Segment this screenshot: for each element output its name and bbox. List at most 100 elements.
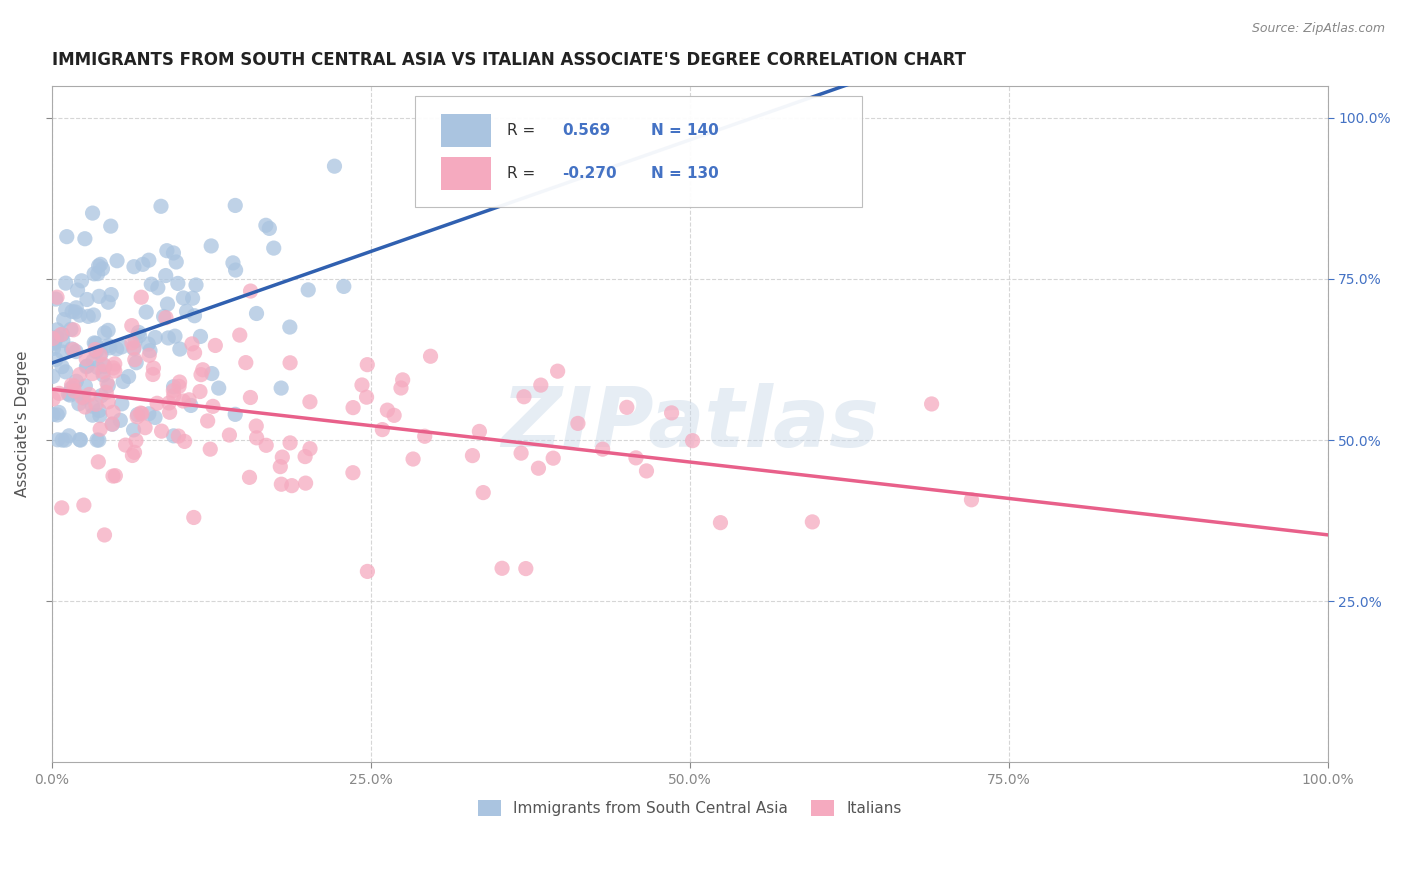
Point xyxy=(83,308,105,322)
Point xyxy=(121,318,143,333)
Point xyxy=(200,442,222,457)
Point xyxy=(62,343,84,357)
Point xyxy=(84,336,107,351)
Point xyxy=(801,515,824,529)
Point xyxy=(157,331,180,345)
Point xyxy=(391,373,413,387)
Point xyxy=(173,434,195,449)
Point xyxy=(157,396,180,410)
Point xyxy=(89,348,111,362)
Point xyxy=(42,392,65,406)
Point xyxy=(84,397,107,411)
Point xyxy=(152,310,174,324)
Point xyxy=(510,446,533,460)
Point xyxy=(624,450,647,465)
Point xyxy=(55,276,77,290)
Point xyxy=(105,253,128,268)
Point xyxy=(567,417,589,431)
Point xyxy=(96,376,118,390)
Text: 0.569: 0.569 xyxy=(562,123,610,138)
Point xyxy=(222,256,245,270)
Point xyxy=(143,410,166,425)
Point xyxy=(190,329,212,343)
Point xyxy=(55,302,77,317)
Point xyxy=(136,337,159,351)
Point xyxy=(51,500,73,515)
Point xyxy=(129,290,152,304)
Point xyxy=(271,450,294,464)
Point xyxy=(921,397,943,411)
Point xyxy=(180,399,202,413)
Point xyxy=(547,364,569,378)
Point xyxy=(49,327,72,342)
Point xyxy=(139,343,162,358)
Point xyxy=(101,417,124,432)
Point xyxy=(101,417,124,431)
Point xyxy=(150,424,173,438)
Point xyxy=(89,289,111,303)
Point xyxy=(55,365,77,379)
Text: R =: R = xyxy=(508,123,540,138)
FancyBboxPatch shape xyxy=(441,157,491,190)
Point xyxy=(278,436,301,450)
Point xyxy=(60,381,83,395)
Point xyxy=(121,449,143,463)
Point xyxy=(67,397,90,411)
Text: IMMIGRANTS FROM SOUTH CENTRAL ASIA VS ITALIAN ASSOCIATE'S DEGREE CORRELATION CHA: IMMIGRANTS FROM SOUTH CENTRAL ASIA VS IT… xyxy=(52,51,966,69)
Point xyxy=(70,274,93,288)
Point xyxy=(58,429,80,443)
Point xyxy=(413,429,436,443)
Point xyxy=(93,528,115,542)
Point xyxy=(491,561,513,575)
Point xyxy=(73,232,96,246)
Text: R =: R = xyxy=(508,166,540,181)
Point xyxy=(59,388,82,402)
Point xyxy=(530,378,553,392)
Point xyxy=(90,389,112,403)
Point xyxy=(69,433,91,447)
Point xyxy=(218,428,240,442)
Point xyxy=(84,344,107,359)
Point xyxy=(42,408,65,422)
Point xyxy=(65,374,87,388)
Point xyxy=(45,292,67,306)
Point xyxy=(167,429,190,443)
Point xyxy=(297,283,319,297)
Point xyxy=(66,283,89,297)
Point xyxy=(76,359,98,373)
Point xyxy=(616,401,638,415)
Point xyxy=(111,397,134,411)
Point xyxy=(48,405,70,419)
Point xyxy=(263,241,285,255)
Point xyxy=(55,229,77,244)
Point xyxy=(51,345,73,359)
Point xyxy=(141,277,163,292)
Point xyxy=(128,328,150,343)
Point xyxy=(75,379,97,393)
Point xyxy=(661,406,683,420)
Point xyxy=(270,381,292,395)
Point xyxy=(515,561,537,575)
Point xyxy=(163,389,186,403)
Point xyxy=(172,394,194,409)
Point xyxy=(163,329,186,343)
Point xyxy=(167,379,190,393)
Text: N = 130: N = 130 xyxy=(651,166,720,181)
Point xyxy=(150,199,173,213)
Point xyxy=(101,405,124,419)
Point xyxy=(224,408,246,422)
Point xyxy=(98,341,121,355)
Point xyxy=(42,369,65,384)
Point xyxy=(75,351,97,366)
Point xyxy=(101,469,124,483)
Point xyxy=(84,343,107,357)
Point xyxy=(86,267,108,281)
Point xyxy=(129,406,152,420)
Point xyxy=(225,263,247,277)
Point xyxy=(200,239,222,253)
Point xyxy=(269,459,291,474)
Point xyxy=(132,257,155,271)
Point xyxy=(46,323,69,337)
Point xyxy=(513,390,536,404)
Point xyxy=(377,403,399,417)
